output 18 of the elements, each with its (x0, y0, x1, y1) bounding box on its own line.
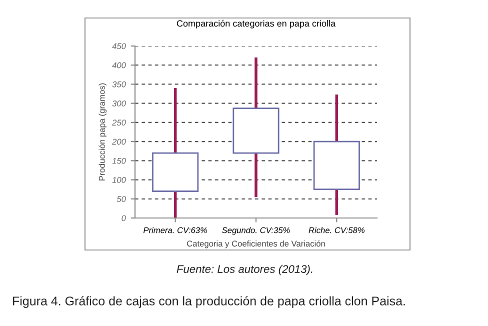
y-tick-label: 300 (112, 100, 126, 106)
y-tick-label: 200 (112, 138, 126, 145)
y-tick-label: 100 (112, 176, 126, 183)
text: Figura 4. Gráfico de cajas con la producción de papa criolla clon Paisa. (13, 296, 405, 308)
x-tick-label: Segundo. CV:35% (222, 227, 290, 235)
y-tick-label: 250 (112, 120, 126, 126)
y-tick-label: 150 (112, 158, 126, 164)
y-tick-label: 0 (122, 215, 126, 222)
x-tick-label: Primera. CV:63% (143, 227, 208, 234)
chart-title: Comparación categorias en papa criolla (176, 20, 336, 28)
x-axis-title: Categoria y Coeficientes de Variación (187, 240, 325, 248)
source-note: Fuente: Los autores (2013). (176, 264, 312, 276)
x-tick-label: Riche. CV:58% (308, 227, 364, 234)
y-tick-label: 50 (116, 196, 126, 202)
y-tick-label: 450 (112, 43, 126, 50)
y-axis-title: Producción papa (gramos) (98, 83, 107, 180)
y-tick-label: 350 (112, 81, 126, 88)
y-tick-label: 400 (112, 62, 126, 68)
